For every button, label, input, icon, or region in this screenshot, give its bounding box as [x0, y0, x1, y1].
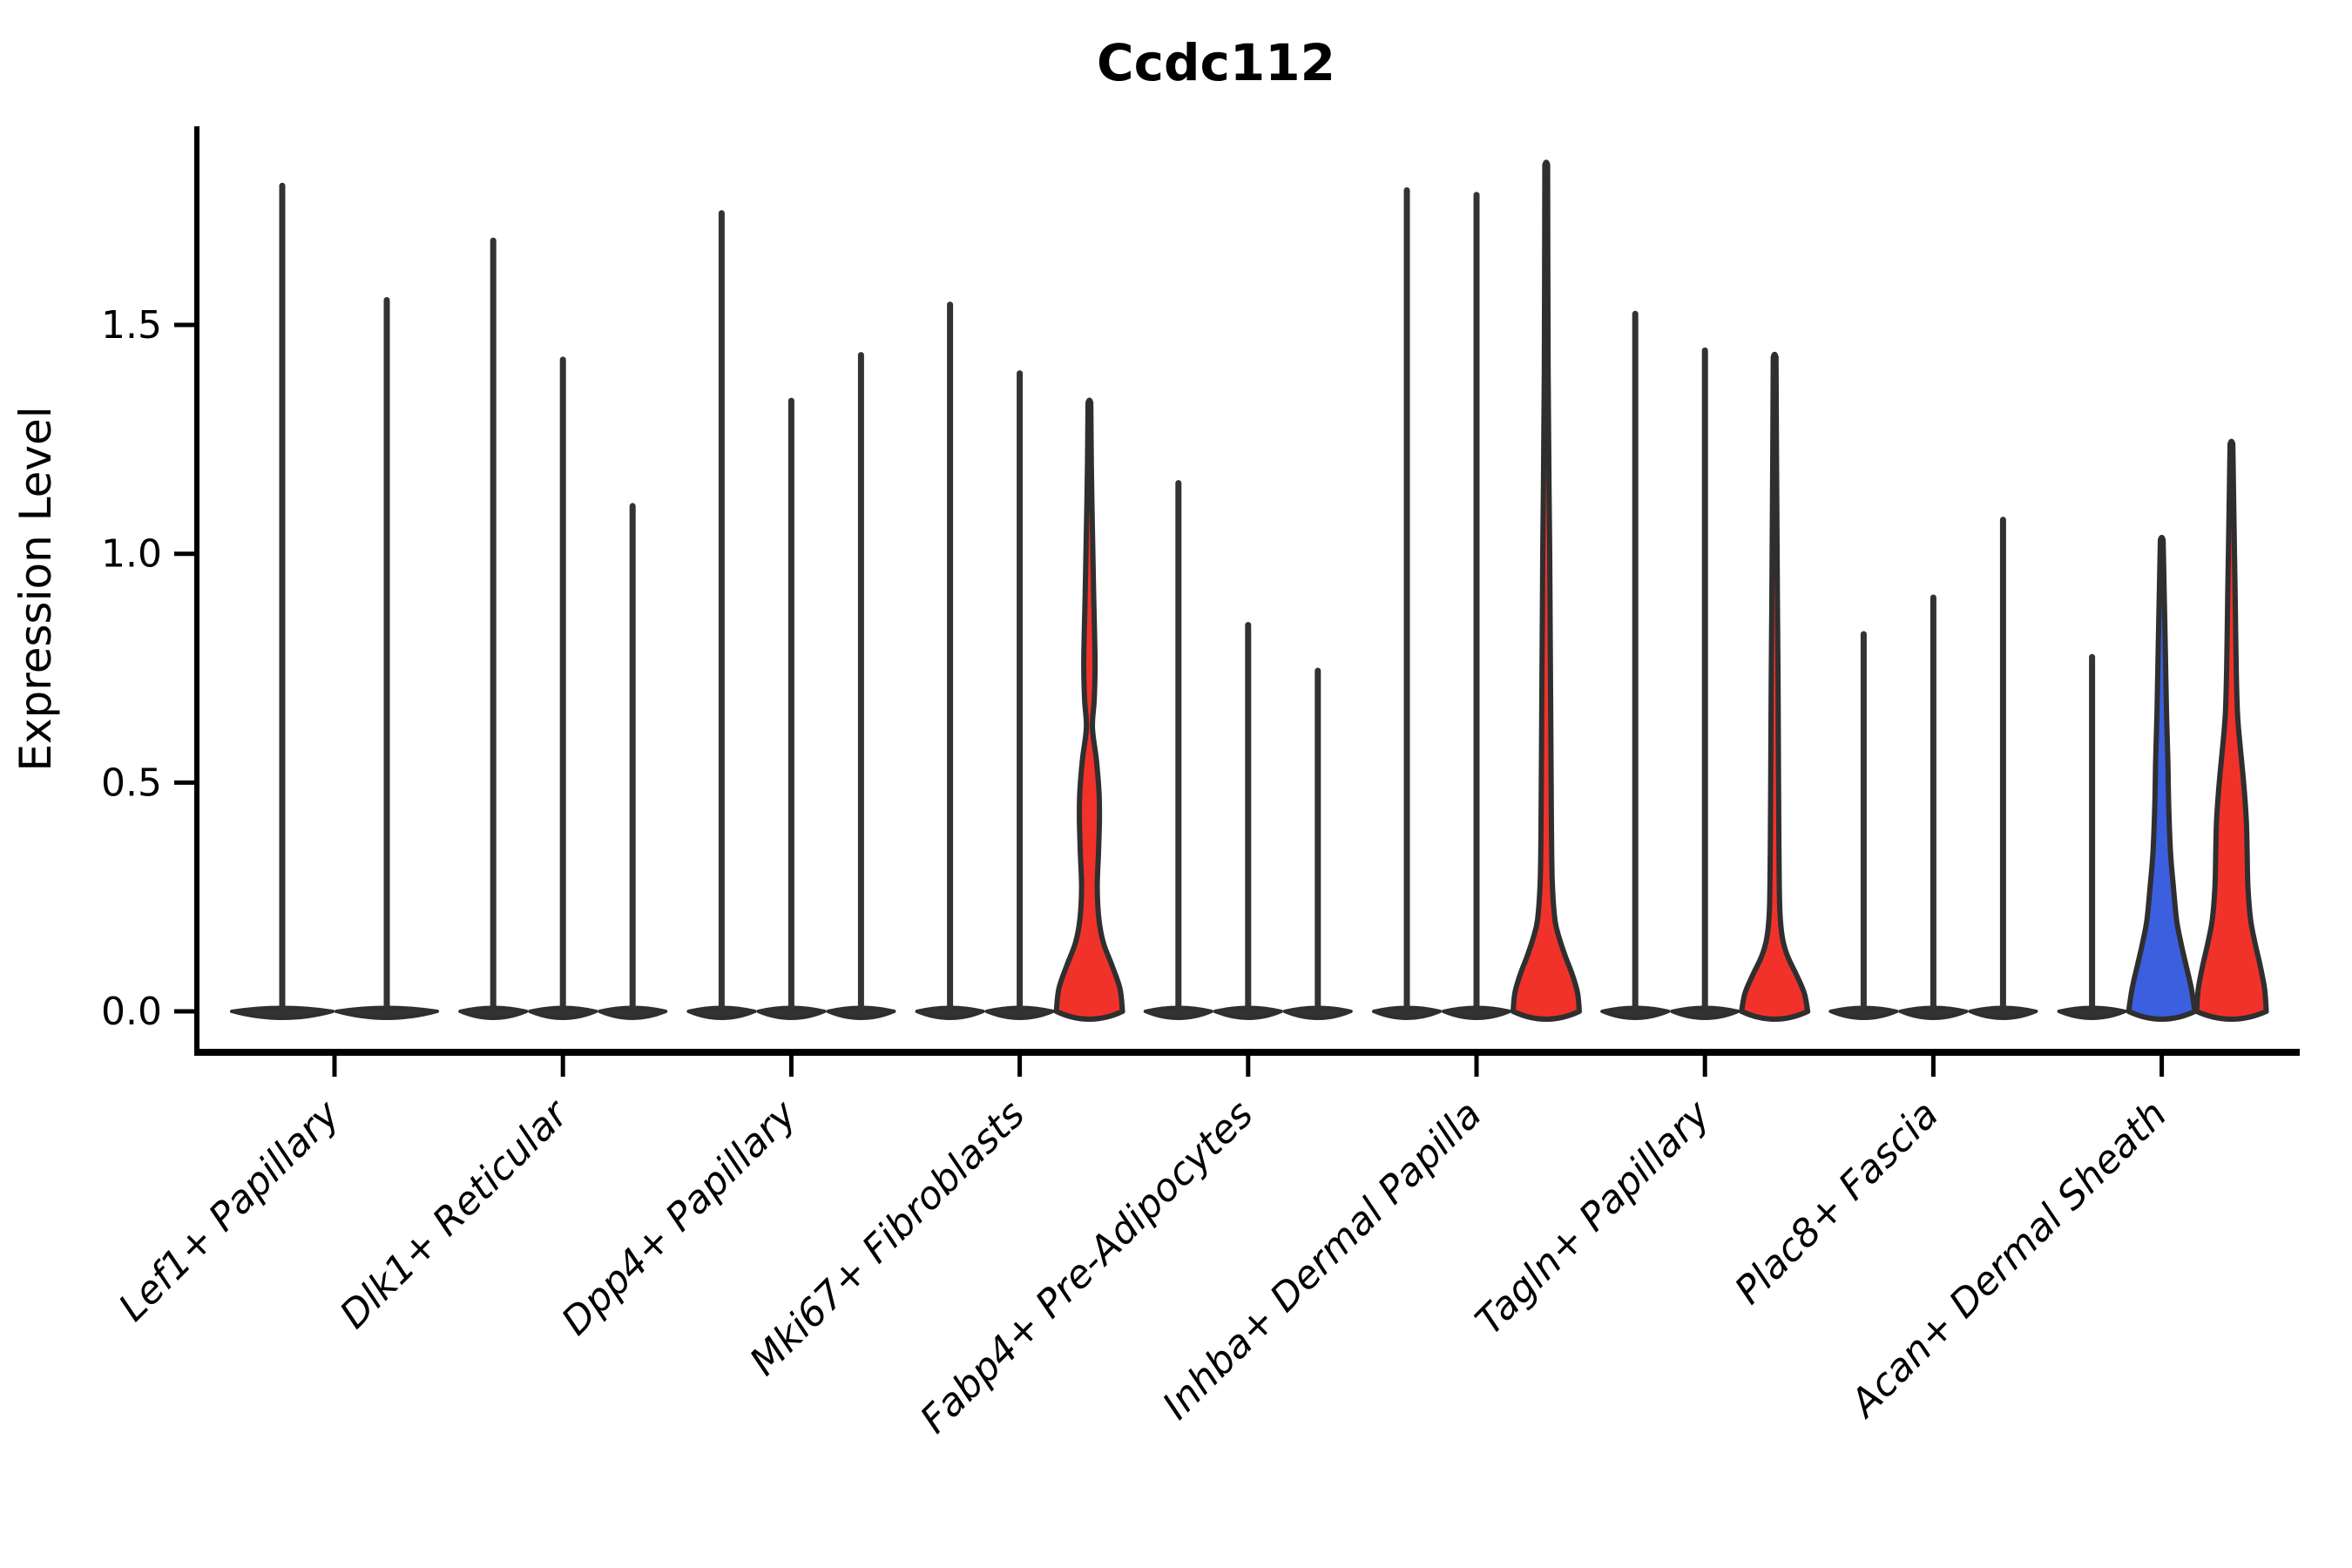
violin-tagln-papillary-2-base	[1670, 1005, 1740, 1020]
x-tick-label: Lef1+ Papillary	[111, 1092, 349, 1330]
violin-dpp4-papillary-2-base	[756, 1005, 827, 1020]
violin-acan-dermal-sheath-1-base	[2057, 1005, 2127, 1020]
violin-layer	[230, 159, 2269, 1022]
x-tick-label: Plac8+ Fascia	[1727, 1092, 1947, 1313]
violin-dlk1-reticular-3-base	[598, 1005, 668, 1020]
violin-dlk1-reticular-1-base	[458, 1005, 529, 1020]
axes-layer	[174, 126, 2300, 1077]
violin-plac8-fascia-3-base	[1968, 1005, 2038, 1020]
violin-inhba-dermal-papilla-2-base	[1442, 1005, 1511, 1020]
violin-tagln-papillary-1-base	[1600, 1005, 1671, 1020]
violin-fabp4-pre-adipocytes-3-base	[1282, 1005, 1353, 1020]
y-tick-label: 0.5	[101, 760, 162, 805]
chart-title: Ccdc112	[1097, 33, 1335, 92]
y-tick-label: 0.0	[101, 990, 162, 1034]
violin-acan-dermal-sheath-2	[2126, 534, 2198, 1022]
x-tick-label: Tagln+ Papillary	[1467, 1092, 1719, 1343]
violin-mki67-fibroblasts-1-base	[915, 1005, 985, 1020]
violin-dlk1-reticular-2-base	[528, 1005, 598, 1020]
y-axis-label: Expression Level	[10, 406, 61, 771]
violin-acan-dermal-sheath-3	[2193, 438, 2269, 1022]
violin-dpp4-papillary-1-base	[686, 1005, 757, 1020]
violin-inhba-dermal-papilla-3	[1511, 159, 1582, 1022]
violin-inhba-dermal-papilla-1-base	[1372, 1005, 1442, 1020]
x-tick-label: Dpp4+ Papillary	[553, 1092, 806, 1344]
violin-mki67-fibroblasts-3	[1053, 397, 1125, 1022]
violin-fabp4-pre-adipocytes-1-base	[1143, 1005, 1213, 1020]
violin-tagln-papillary-3	[1739, 351, 1811, 1022]
x-tick-label: Dlk1+ Reticular	[332, 1091, 578, 1337]
violin-plac8-fascia-1-base	[1828, 1005, 1899, 1020]
y-tick-label: 1.5	[101, 303, 162, 348]
violin-lef1-papillary-2-base	[335, 1005, 439, 1020]
violin-mki67-fibroblasts-2-base	[984, 1005, 1055, 1020]
violin-lef1-papillary-1-base	[230, 1005, 335, 1020]
y-tick-label: 1.0	[101, 532, 162, 577]
violin-plac8-fascia-2-base	[1898, 1005, 1969, 1020]
violin-dpp4-papillary-3-base	[826, 1005, 896, 1020]
violin-fabp4-pre-adipocytes-2-base	[1213, 1005, 1283, 1020]
